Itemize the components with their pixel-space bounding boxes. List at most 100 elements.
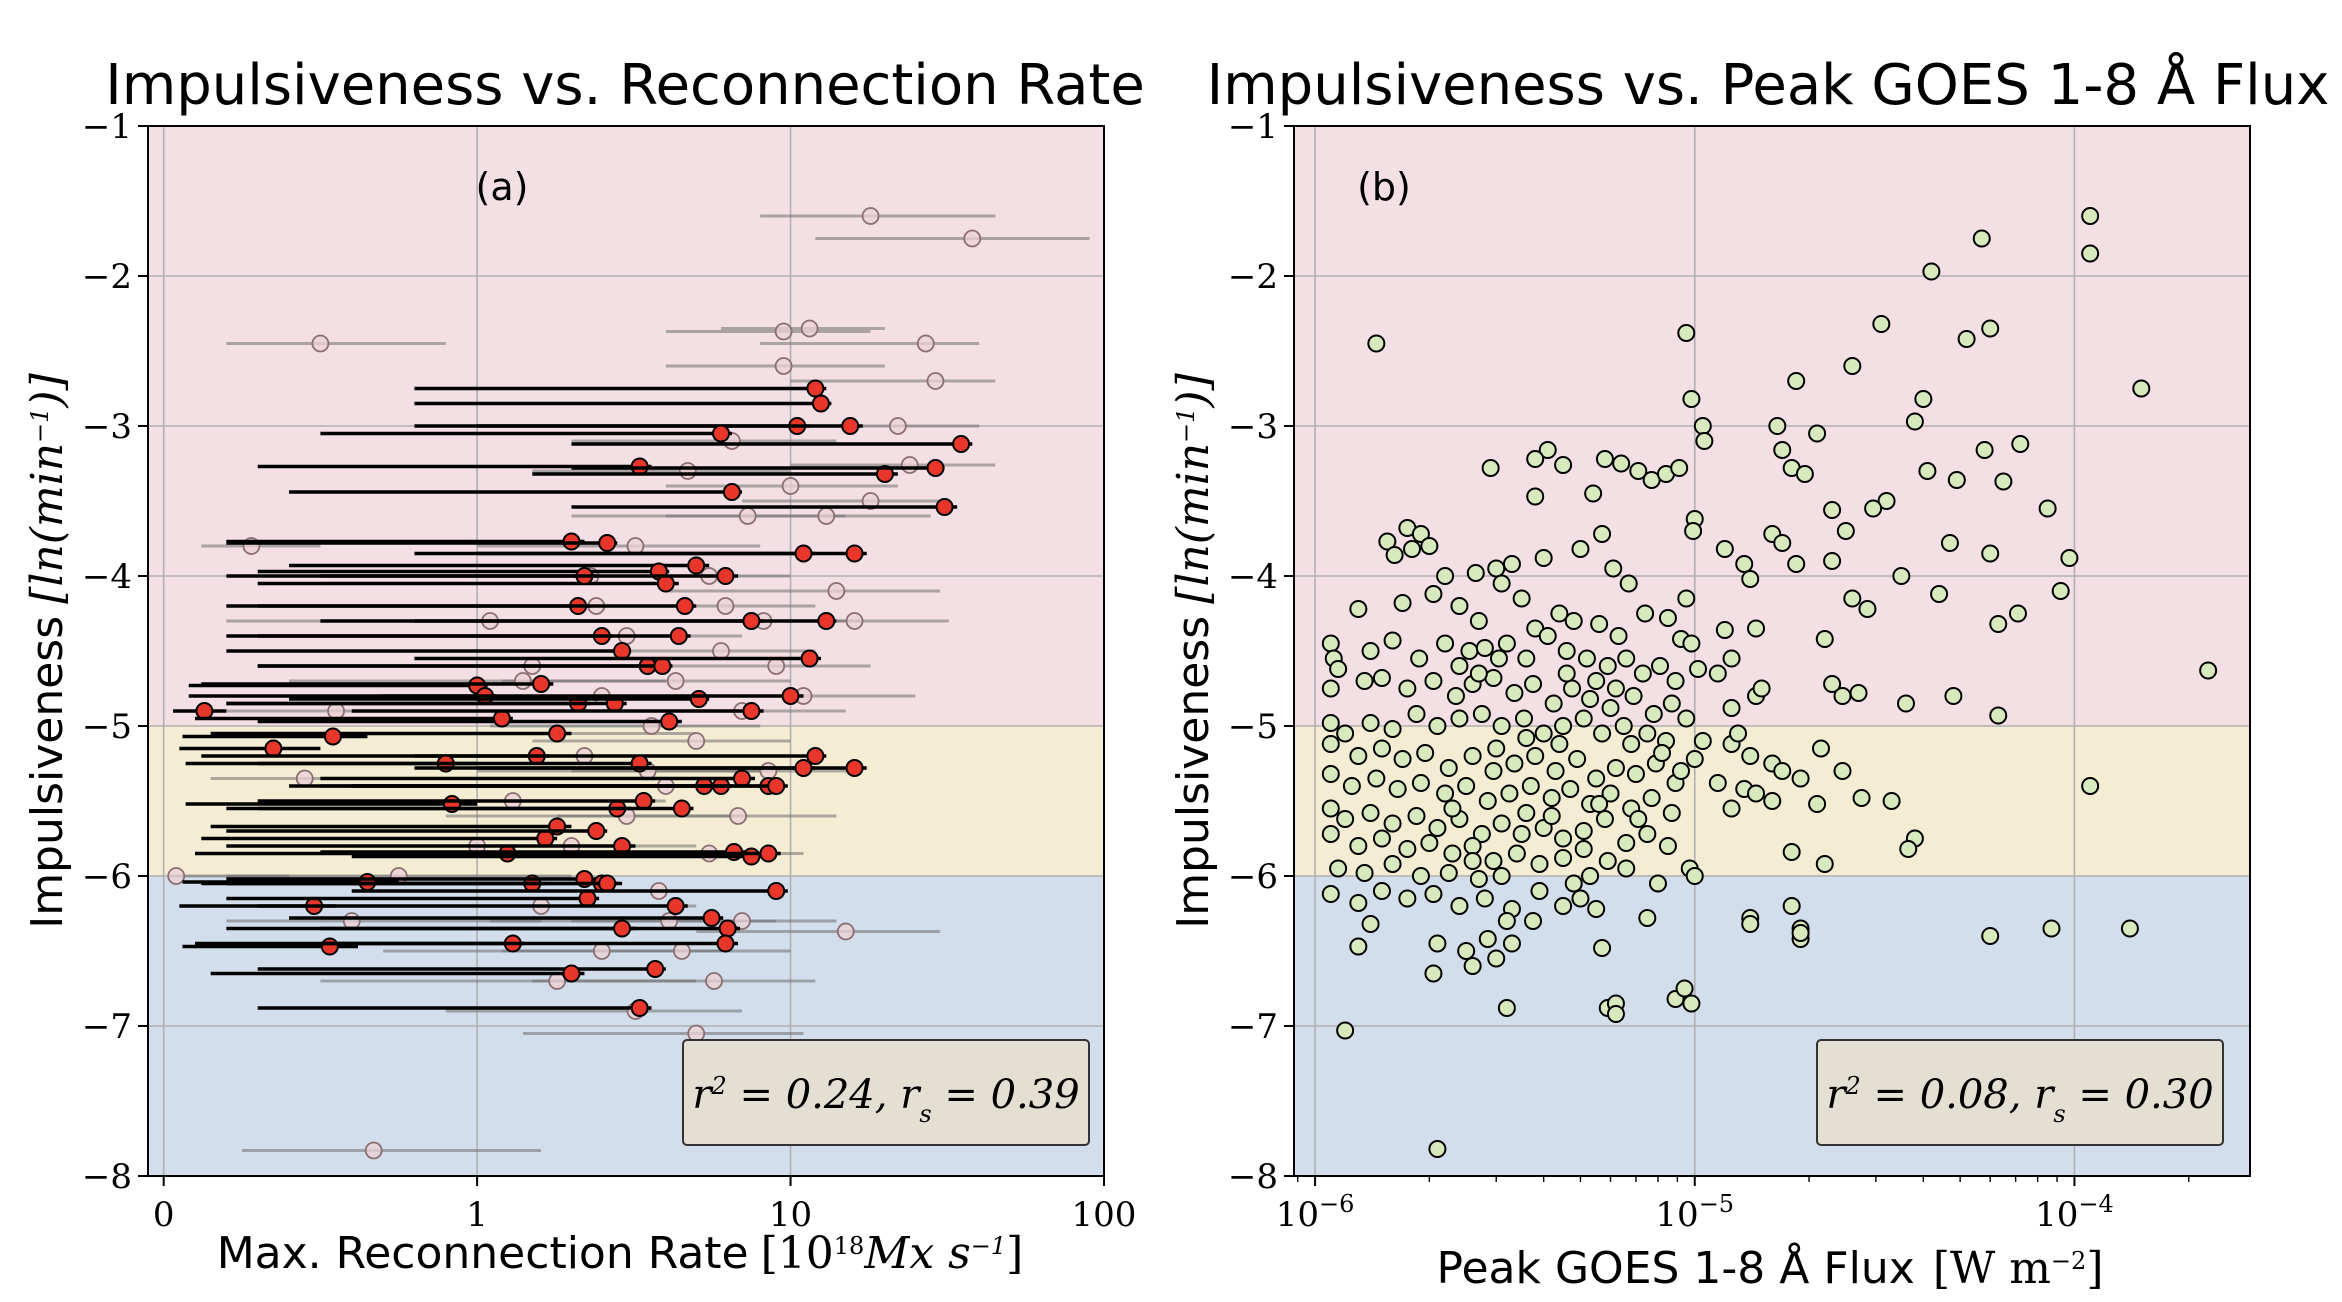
panel-b-point — [1587, 672, 1606, 690]
panel-a-point — [926, 372, 945, 390]
panel-a-point — [767, 882, 786, 900]
panel-b-point — [1336, 1021, 1355, 1040]
panel-a-point — [716, 597, 735, 615]
panel-b-point — [1550, 604, 1569, 623]
panel-a-point — [836, 922, 855, 941]
panel-b-point — [1612, 454, 1631, 473]
panel-b-point — [1500, 784, 1519, 803]
panel-b-point — [1729, 724, 1748, 743]
panel-b-point — [1436, 567, 1455, 585]
panel-b-point — [1457, 777, 1476, 795]
panel-b-point — [1450, 597, 1469, 615]
panel-a-y-tick-label: −1 — [82, 107, 132, 147]
panel-b-point — [1554, 897, 1573, 915]
panel-b-point — [1487, 559, 1506, 578]
panel-b-point — [1823, 552, 1842, 570]
panel-b-point — [1554, 829, 1573, 848]
panel-a-x-tick-label: 100 — [1072, 1195, 1137, 1235]
panel-b-point — [1475, 889, 1494, 908]
panel-b-point — [1450, 657, 1469, 675]
panel-b-point — [1378, 532, 1397, 551]
panel-b-point — [1574, 822, 1593, 840]
panel-b-point — [1469, 870, 1488, 888]
panel-b-point — [1648, 874, 1667, 893]
panel-b-point — [1773, 534, 1792, 552]
panel-b-point — [1497, 912, 1516, 930]
panel-b-point — [1598, 852, 1617, 870]
panel-b-point — [1372, 739, 1391, 758]
panel-a-stats-box: r2 = 0.24, rs = 0.39 — [682, 1039, 1090, 1146]
panel-b-point — [1638, 825, 1657, 843]
panel-b-point — [1321, 799, 1340, 818]
panel-b-point — [1975, 441, 1994, 459]
panel-b-point — [1505, 684, 1524, 702]
panel-b-point — [2060, 549, 2079, 567]
panel-a-point — [875, 465, 894, 483]
panel-a-point — [794, 759, 813, 777]
panel-b-stats-box: r2 = 0.08, rs = 0.30 — [1816, 1039, 2224, 1146]
panel-b-point — [1383, 814, 1402, 833]
panel-b-y-tick-label: −5 — [1228, 707, 1278, 747]
panel-b-point — [1542, 789, 1561, 807]
panel-a-frame — [147, 125, 1105, 1177]
panel-a-point — [613, 642, 632, 660]
panel-b-point — [1557, 642, 1576, 660]
panel-b-point — [1321, 735, 1340, 753]
panel-b-point — [1672, 762, 1691, 780]
panel-b-point — [1526, 450, 1545, 468]
panel-a: Impulsiveness vs. Reconnection Rate 0 1 10… — [22, 53, 1145, 1279]
panel-a-label: (a) — [476, 165, 529, 209]
panel-a-point — [781, 477, 800, 495]
panel-b-point — [1526, 487, 1545, 506]
panel-b-point — [1514, 709, 1533, 728]
panel-a-point — [626, 537, 645, 555]
panel-b-point — [1478, 792, 1497, 810]
panel-b-point — [1517, 804, 1536, 822]
panel-b-point — [1568, 750, 1587, 768]
panel-a-point — [712, 424, 731, 443]
panel-b-point — [1450, 709, 1469, 728]
panel-b-point — [1484, 669, 1503, 687]
panel-a-point — [952, 435, 971, 453]
panel-b-point — [1487, 739, 1506, 758]
panel-a-point — [738, 507, 757, 525]
panel-b-point — [1505, 754, 1524, 773]
panel-b-point — [1899, 840, 1918, 858]
panel-b-point — [1768, 417, 1787, 435]
panel-b-point — [1675, 979, 1694, 998]
panel-b-point — [1735, 555, 1754, 573]
panel-b-point — [1329, 660, 1348, 678]
panel-b-point — [1428, 819, 1447, 837]
panel-a-point — [705, 972, 723, 990]
panel-b-point — [1808, 424, 1827, 443]
panel-a-point — [742, 612, 761, 630]
panel-b-point — [1372, 829, 1391, 848]
panel-a-point — [342, 912, 361, 930]
panel-a-point — [689, 690, 708, 708]
panel-b-y-tick-label: −7 — [1228, 1007, 1278, 1047]
panel-a-point — [888, 417, 907, 435]
panel-a-y-tick-label: −6 — [82, 857, 132, 897]
panel-b-point — [1892, 567, 1911, 585]
panel-b-point — [1361, 915, 1380, 933]
panel-a-point — [492, 709, 511, 728]
panel-b-point — [1638, 724, 1657, 743]
panel-b-point — [1478, 930, 1497, 948]
panel-b-point — [1398, 679, 1417, 698]
panel-b-point — [1329, 859, 1348, 878]
panel-a-points — [167, 207, 982, 1160]
panel-b-point — [1484, 762, 1503, 780]
panel-a-point — [295, 769, 314, 788]
panel-a-point — [167, 867, 186, 885]
panel-b-point — [1584, 484, 1603, 503]
panel-b-point — [1773, 762, 1792, 780]
panel-b-point — [1741, 570, 1760, 588]
panel-b-point — [1546, 762, 1565, 780]
panel-b-point — [1622, 735, 1641, 753]
panel-a-point — [806, 379, 825, 398]
panel-b-point — [1361, 804, 1380, 822]
panel-b-point — [1436, 784, 1455, 803]
panel-b-point — [1682, 390, 1701, 408]
panel-b-point — [1872, 315, 1891, 333]
panel-b-point — [1609, 627, 1628, 645]
